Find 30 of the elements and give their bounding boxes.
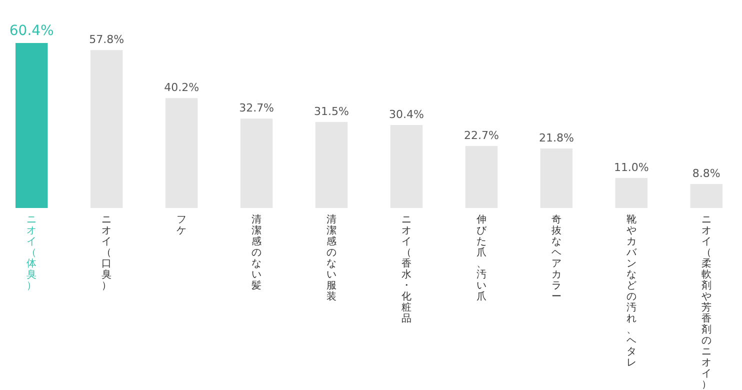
x-tick-label: 伸びた爪、汚い爪 xyxy=(476,214,488,302)
x-tick-label: フケ xyxy=(176,214,187,236)
data-label: 11.0% xyxy=(614,160,649,174)
x-tick-label: 清潔感のない髪 xyxy=(252,214,262,292)
data-label: 40.2% xyxy=(164,81,200,94)
data-label: 30.4% xyxy=(389,108,424,121)
data-label: 60.4% xyxy=(9,23,54,39)
bar xyxy=(615,178,648,208)
data-label: 31.5% xyxy=(314,104,349,118)
bar xyxy=(165,98,198,208)
x-tick-label: 奇抜なヘアカラー xyxy=(551,214,562,302)
x-tick-label: ニオイ（体臭） xyxy=(26,214,37,292)
bar xyxy=(90,50,123,208)
bar xyxy=(465,146,498,208)
bar xyxy=(390,124,423,208)
x-tick-label: 清潔感のない服装 xyxy=(326,214,337,302)
data-label: 8.8% xyxy=(692,166,720,180)
data-label: 21.8% xyxy=(538,131,574,144)
bar xyxy=(540,148,573,208)
category-label: 靴やカバンなどの汚れ、ヘタレ xyxy=(626,214,636,368)
data-label: 22.7% xyxy=(464,128,499,142)
category-label: ニオイ（香水・化粧品 xyxy=(401,214,412,324)
data-label: 32.7% xyxy=(239,102,274,115)
data-label: 57.8% xyxy=(89,33,124,46)
bar xyxy=(690,184,723,208)
bar xyxy=(315,122,348,208)
bar xyxy=(15,43,48,208)
category-label: ニオイ（柔軟剤や芳香剤のニオイ） xyxy=(701,214,712,390)
x-tick-label: ニオイ（口臭） xyxy=(102,214,112,292)
bar xyxy=(240,118,273,208)
